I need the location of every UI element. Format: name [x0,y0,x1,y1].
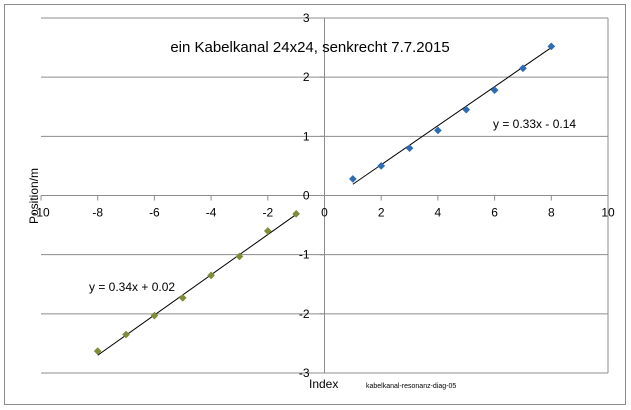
x-axis-label: Index [309,377,338,391]
x-tick-label: -2 [262,206,273,220]
trendline-equation-1: y = 0.33x - 0.14 [493,117,576,131]
chart-title: ein Kabelkanal 24x24, senkrecht 7.7.2015 [170,39,449,56]
trendline-equation-2: y = 0.34x + 0.02 [89,280,175,294]
data-point-series-2 [93,347,102,356]
data-point-series-2 [150,311,159,320]
data-point-series-1 [377,161,386,170]
y-tick-label: -2 [299,307,310,321]
data-point-series-1 [490,86,499,95]
data-point-series-2 [292,209,301,218]
trendlines [97,47,552,356]
axes [40,17,609,374]
y-tick-label: -3 [299,366,310,380]
data-point-series-2 [122,330,131,339]
y-tick-label: 2 [303,70,310,84]
y-axis-label: Position/m [27,168,41,224]
y-tick-label: 0 [303,189,310,203]
data-point-series-1 [348,174,357,183]
data-point-series-2 [263,227,272,235]
data-point-series-1 [462,105,471,114]
data-points [93,42,556,356]
data-point-series-1 [433,126,442,135]
data-point-series-2 [178,293,187,302]
x-tick-label: -10 [32,206,50,220]
x-tick-label: 2 [378,206,385,220]
data-point-series-1 [405,144,414,153]
y-tick-label: 3 [303,11,310,25]
y-tick-label: -1 [299,248,310,262]
data-point-series-1 [518,64,527,73]
x-tick-label: 6 [491,206,498,220]
x-tick-label: -8 [92,206,103,220]
y-tick-label: 1 [303,129,310,143]
x-tick-label: -6 [149,206,160,220]
data-point-series-1 [547,42,556,51]
trendline-series-2 [97,214,297,356]
x-tick-label: 0 [321,206,328,220]
footnote: kabelkanal-resonanz-diag-05 [366,383,456,390]
x-tick-label: 4 [435,206,442,220]
x-tick-label: 8 [548,206,555,220]
trendline-series-1 [352,47,552,185]
x-tick-label: 10 [601,206,615,220]
x-tick-label: -4 [206,206,217,220]
data-point-series-2 [207,271,216,280]
data-point-series-2 [235,252,244,261]
